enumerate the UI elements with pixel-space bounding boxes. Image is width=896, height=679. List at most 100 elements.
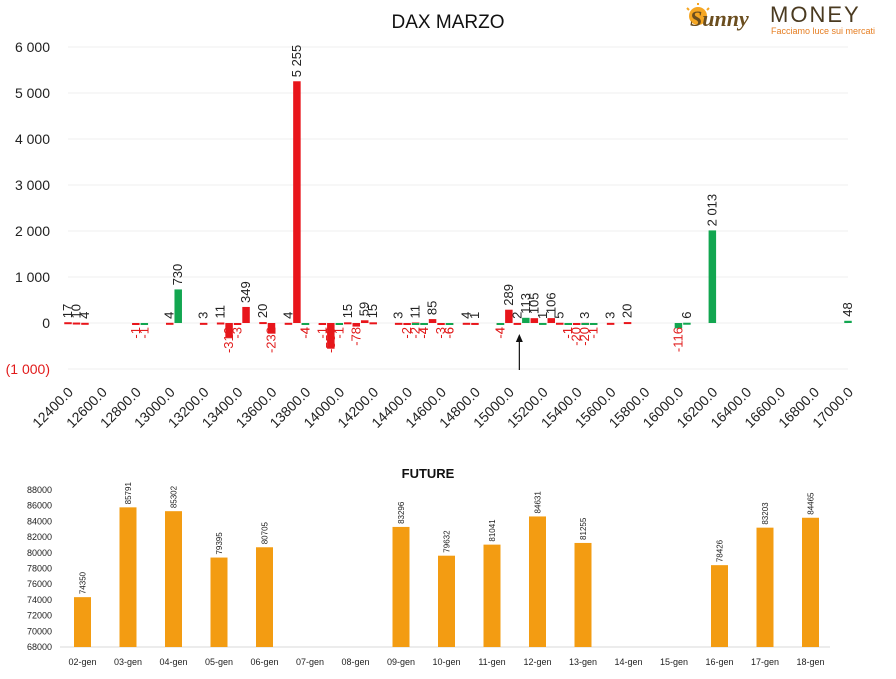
bar-red xyxy=(233,323,242,325)
x-tick-label: 07-gen xyxy=(296,657,324,667)
y-tick-label: 82000 xyxy=(27,532,52,542)
data-label: 78426 xyxy=(716,539,725,562)
data-label: 1 xyxy=(467,312,482,319)
x-tick-label: 12-gen xyxy=(523,657,551,667)
data-label: 83203 xyxy=(761,502,770,525)
data-label: 4 xyxy=(458,312,473,319)
bar-red xyxy=(259,322,267,325)
bar-green xyxy=(708,230,717,323)
bar-red xyxy=(132,323,140,325)
sunny-money-logo: Sunny MONEY Facciamo luce sui mercati xyxy=(686,2,875,36)
bar-red xyxy=(606,322,615,325)
bar-red xyxy=(344,322,352,325)
bar-red xyxy=(199,322,208,325)
bar-red xyxy=(369,322,377,325)
bar-red xyxy=(225,323,233,338)
data-label: -1 xyxy=(128,327,143,339)
bar-green xyxy=(174,289,182,323)
svg-text:Sunny: Sunny xyxy=(690,6,749,31)
y-tick-label: 72000 xyxy=(27,611,52,621)
data-label: -1 xyxy=(586,327,601,339)
data-label: -1 xyxy=(314,327,329,339)
data-label: 15 xyxy=(340,304,355,318)
bar xyxy=(574,542,592,647)
data-label: 81255 xyxy=(579,517,588,540)
data-label: 74350 xyxy=(79,571,88,594)
bar xyxy=(392,526,410,647)
data-label: -1 xyxy=(560,327,575,339)
data-label: 79395 xyxy=(215,532,224,555)
bar-red xyxy=(352,323,361,327)
data-label: -116 xyxy=(670,327,685,352)
bar xyxy=(756,527,774,647)
bar xyxy=(802,517,819,647)
bar-green xyxy=(844,320,852,323)
bar-green xyxy=(581,323,589,325)
data-label: -1 xyxy=(586,327,601,339)
bar-green xyxy=(140,323,149,325)
y-tick-label: 88000 xyxy=(27,485,52,495)
bar-red xyxy=(428,319,437,323)
chart2-title: FUTURE xyxy=(401,466,455,481)
data-label: -4 xyxy=(492,327,507,339)
bar-green xyxy=(589,323,598,325)
data-label: 85791 xyxy=(124,482,133,505)
data-label: -4 xyxy=(492,327,507,339)
data-label: 85302 xyxy=(170,485,179,508)
y-tick-label: 1 000 xyxy=(15,269,50,285)
bar-red xyxy=(394,322,403,325)
data-label: 5 255 xyxy=(289,45,304,78)
data-label: 17 xyxy=(60,304,75,318)
bar xyxy=(529,516,546,647)
y-tick-label: 5 000 xyxy=(15,85,50,101)
bar-green xyxy=(683,322,691,325)
x-tick-label: 05-gen xyxy=(205,657,233,667)
bar-red xyxy=(471,322,479,325)
y-tick-label: 80000 xyxy=(27,548,52,558)
data-label: 15 xyxy=(365,304,380,318)
x-tick-label: 06-gen xyxy=(250,657,278,667)
data-label: -2 xyxy=(408,327,423,339)
data-label: 730 xyxy=(170,264,185,286)
bar-green xyxy=(539,322,547,325)
data-label: 80705 xyxy=(261,521,270,544)
data-label: 106 xyxy=(543,292,558,314)
bar-green xyxy=(564,323,572,325)
y-tick-label: 70000 xyxy=(27,626,52,636)
svg-text:MONEY: MONEY xyxy=(770,2,861,27)
bar-red xyxy=(360,320,369,323)
x-tick-label: 10-gen xyxy=(432,657,460,667)
bar xyxy=(165,511,182,647)
bar xyxy=(438,555,455,647)
bar-green xyxy=(445,323,454,325)
data-label: 81041 xyxy=(488,519,497,542)
y-tick-label: 4 000 xyxy=(15,131,50,147)
data-label: 11 xyxy=(213,305,228,319)
bar-green xyxy=(301,323,310,325)
y-tick-label: 78000 xyxy=(27,564,52,574)
data-label: -559 xyxy=(323,327,338,353)
bar-red xyxy=(555,322,564,325)
bar xyxy=(74,597,91,647)
data-label: -20 xyxy=(577,327,592,346)
data-label: 3 xyxy=(603,312,618,319)
data-label: -1 xyxy=(331,327,346,339)
data-label: 2 xyxy=(509,312,524,319)
data-label: 84631 xyxy=(534,491,543,514)
x-tick-label: 11-gen xyxy=(478,657,505,667)
data-label: 20 xyxy=(255,304,270,318)
data-label: -4 xyxy=(297,327,312,339)
data-label: 5 xyxy=(552,312,567,319)
data-label: -2 xyxy=(399,327,414,339)
data-label: 48 xyxy=(840,302,855,316)
data-label: -232 xyxy=(263,327,278,353)
bar-red xyxy=(216,322,225,325)
bar-red xyxy=(267,323,276,334)
y-tick-label: (1 000) xyxy=(6,361,50,377)
data-label: 3 xyxy=(391,312,406,319)
data-label: -310 xyxy=(221,327,236,353)
data-label: 2 013 xyxy=(704,194,719,227)
y-tick-label: 74000 xyxy=(27,595,52,605)
data-label: 83296 xyxy=(397,501,406,524)
